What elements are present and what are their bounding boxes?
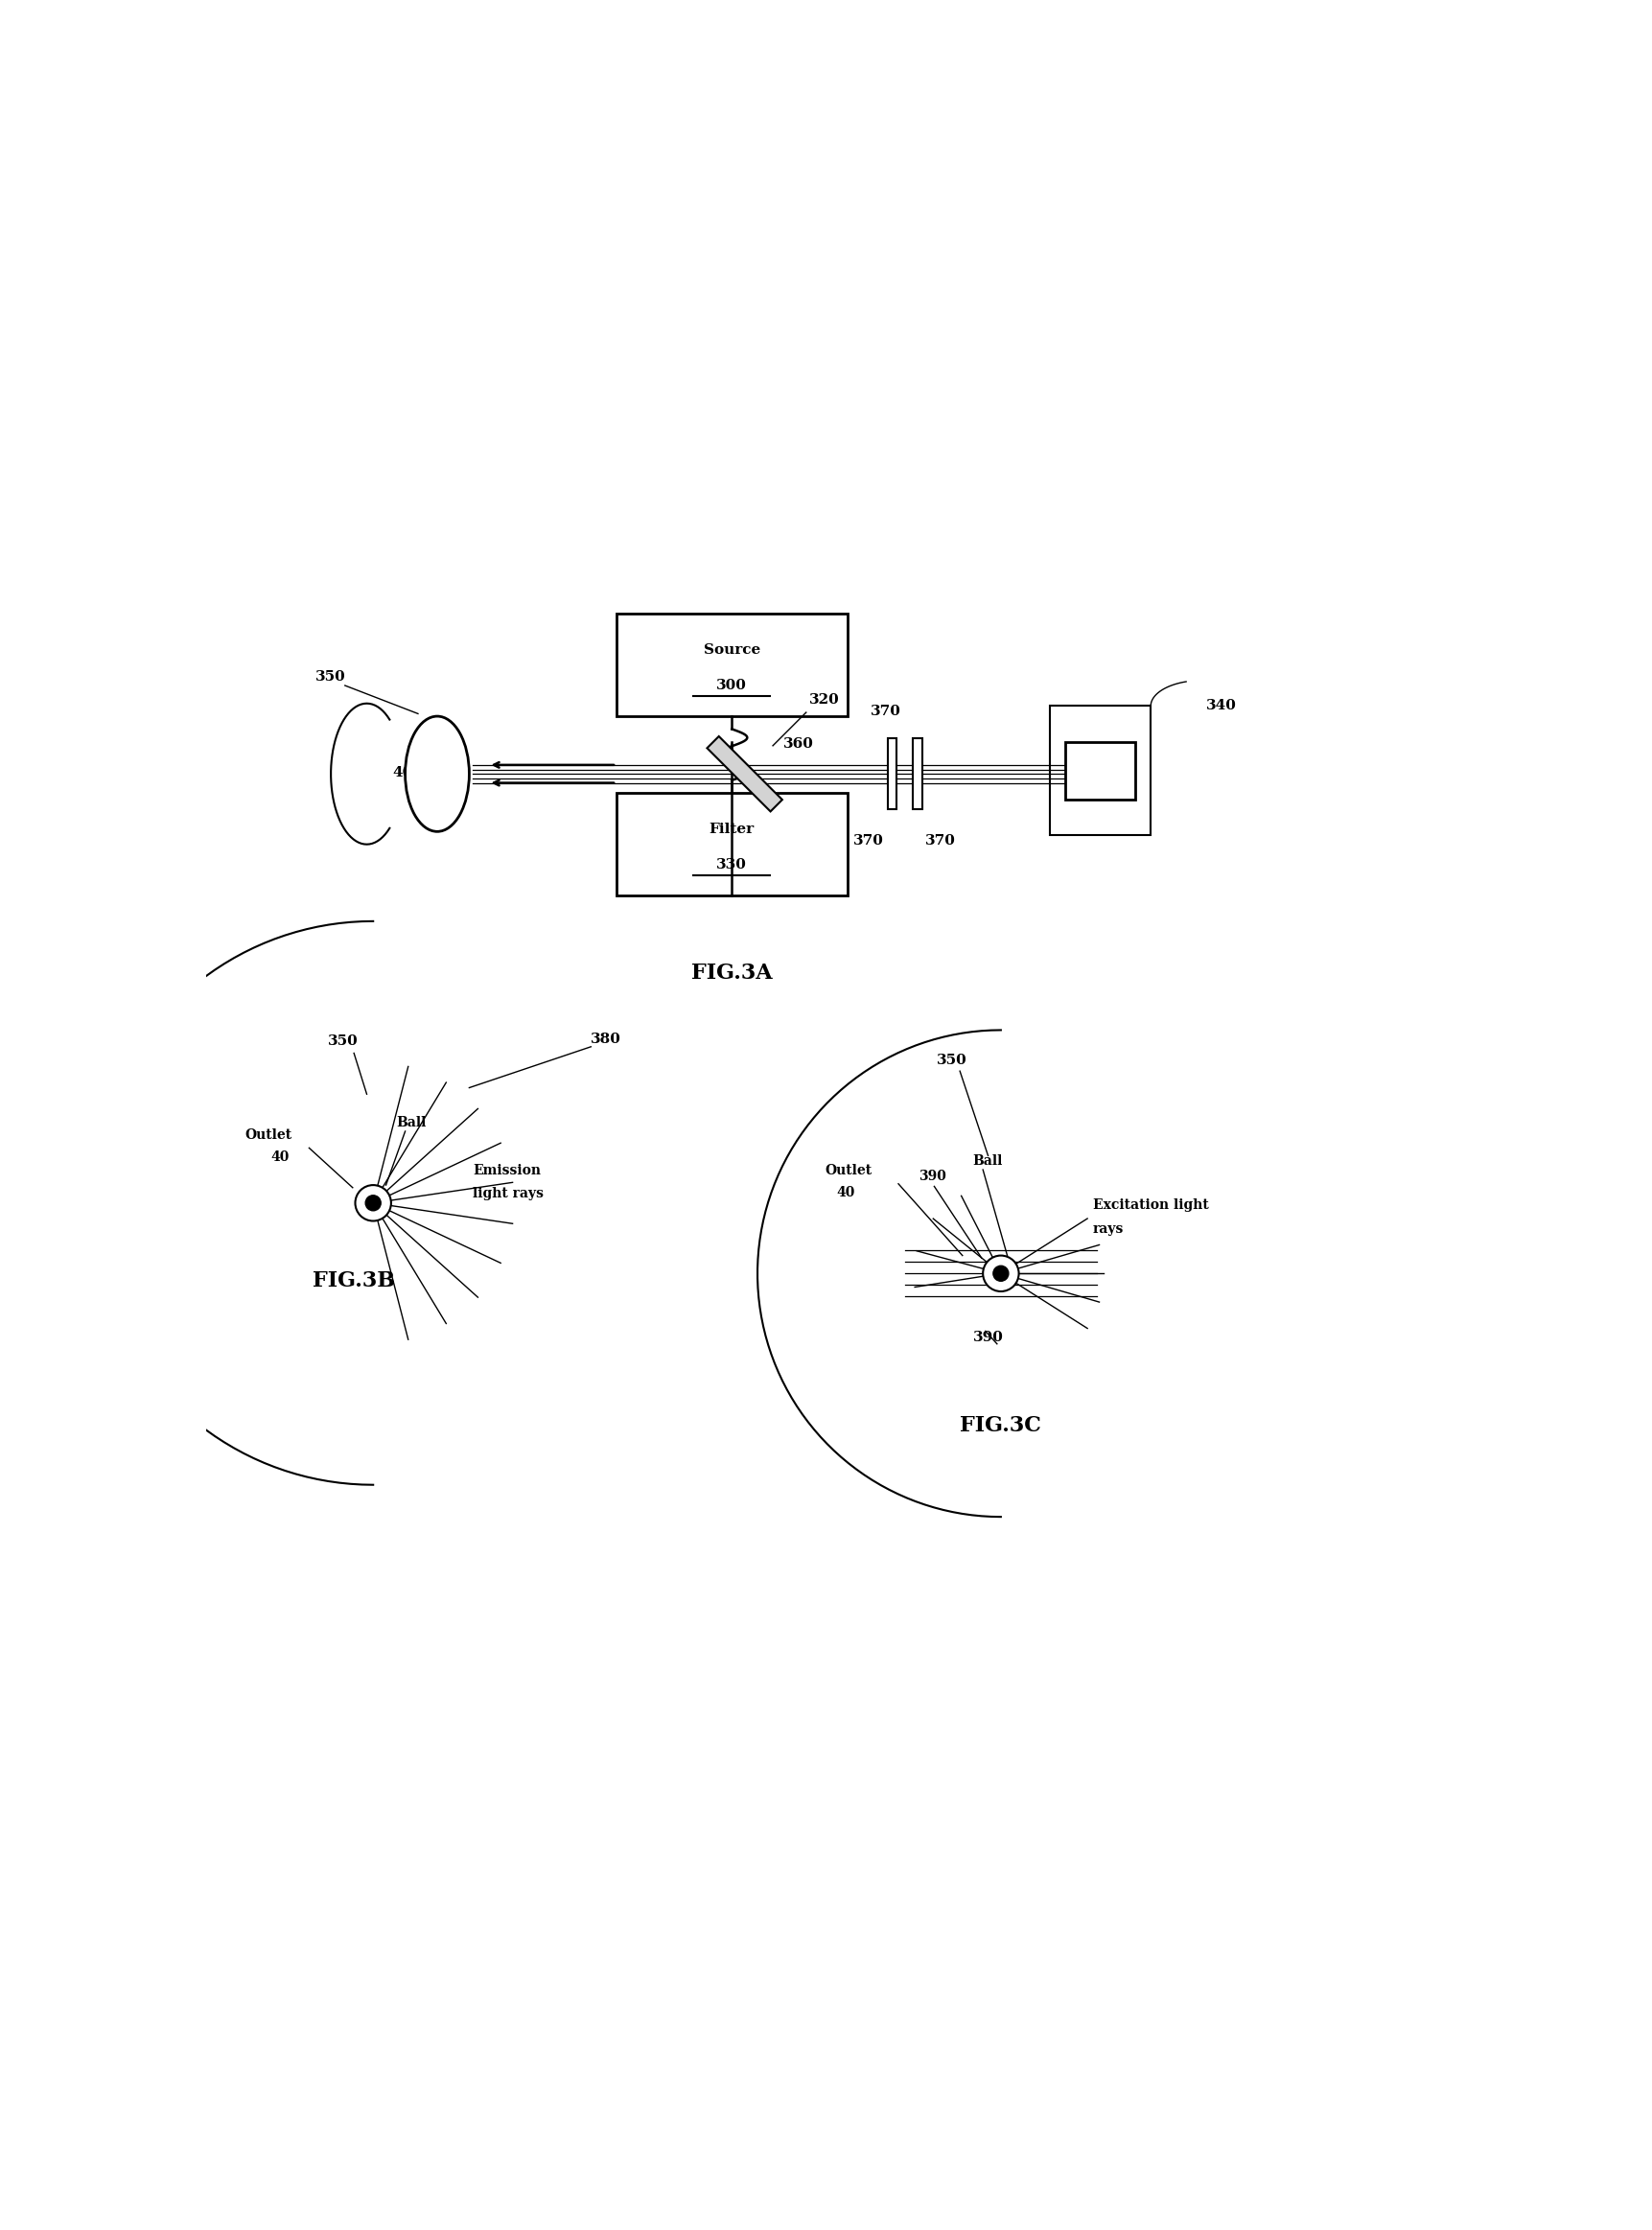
Circle shape [365, 1195, 380, 1211]
Ellipse shape [405, 716, 469, 832]
Circle shape [983, 1255, 1018, 1291]
Text: 350: 350 [329, 1035, 358, 1048]
Text: rays: rays [1092, 1222, 1123, 1235]
Text: 390: 390 [919, 1169, 947, 1182]
Text: 370: 370 [925, 834, 955, 847]
Text: Outlet: Outlet [824, 1164, 872, 1177]
FancyBboxPatch shape [616, 613, 847, 716]
Circle shape [355, 1184, 392, 1222]
Text: Source: Source [704, 642, 760, 656]
Text: 40: 40 [836, 1186, 856, 1200]
Text: 390: 390 [971, 1331, 1003, 1345]
Text: 40: 40 [392, 765, 413, 778]
Text: FIG.3B: FIG.3B [312, 1269, 395, 1291]
Text: 310: 310 [1084, 765, 1115, 778]
Text: Filter: Filter [709, 823, 753, 836]
Text: Excitation light: Excitation light [1092, 1200, 1208, 1213]
Text: Emission: Emission [472, 1164, 540, 1177]
FancyBboxPatch shape [616, 794, 847, 896]
Text: 300: 300 [717, 678, 747, 691]
Text: 350: 350 [937, 1055, 966, 1068]
Text: Ball: Ball [396, 1115, 426, 1128]
Text: 320: 320 [808, 694, 839, 707]
Text: Ball: Ball [971, 1155, 1003, 1169]
Text: FIG.3A: FIG.3A [691, 963, 771, 983]
Text: 370: 370 [852, 834, 884, 847]
Text: 360: 360 [783, 738, 813, 752]
Text: 370: 370 [871, 705, 900, 718]
FancyBboxPatch shape [912, 738, 922, 809]
FancyBboxPatch shape [887, 738, 895, 809]
Text: 330: 330 [717, 859, 747, 872]
Text: 380: 380 [591, 1032, 621, 1046]
FancyBboxPatch shape [1064, 743, 1135, 801]
Text: light rays: light rays [472, 1186, 544, 1200]
Text: 40: 40 [271, 1151, 289, 1164]
Text: 350: 350 [316, 669, 345, 682]
Text: FIG.3C: FIG.3C [960, 1414, 1041, 1436]
Text: Outlet: Outlet [244, 1128, 292, 1142]
Circle shape [993, 1267, 1008, 1282]
Text: 340: 340 [1206, 700, 1236, 714]
Polygon shape [707, 736, 781, 812]
